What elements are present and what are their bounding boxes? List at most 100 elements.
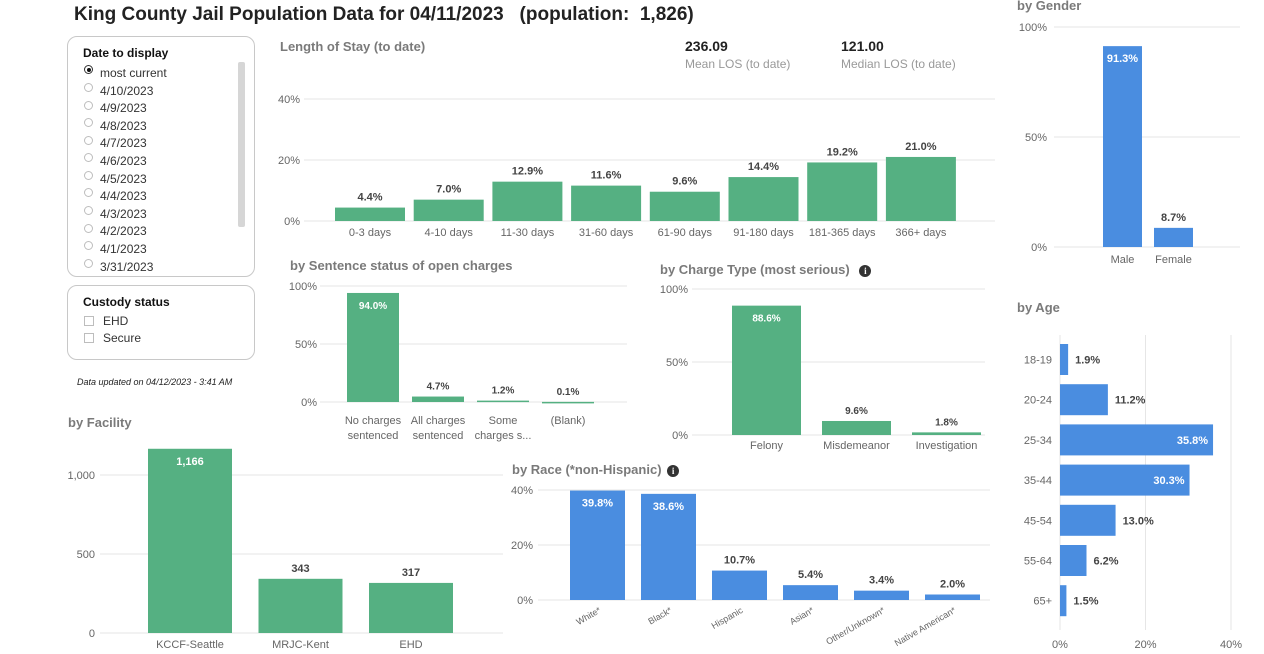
info-icon[interactable]: i: [667, 465, 680, 477]
sentence-category-label: (Blank): [551, 415, 586, 427]
radio-button[interactable]: [84, 65, 93, 75]
los-bar: [571, 185, 642, 221]
age-category-label: 25-34: [1024, 435, 1052, 447]
radio-button[interactable]: [84, 170, 93, 180]
radio-button[interactable]: [84, 258, 93, 268]
los-category-label: 4-10 days: [425, 227, 474, 239]
checkbox-ehd[interactable]: [84, 315, 94, 326]
los-bar: [492, 181, 563, 221]
gender-category-label: Female: [1155, 254, 1192, 266]
radio-button[interactable]: [84, 223, 93, 233]
sentence-data-label: 94.0%: [359, 301, 387, 312]
date-option[interactable]: 4/1/2023: [84, 241, 167, 259]
facility-category-label: MRJC-Kent: [272, 639, 329, 651]
mean-los-value: 236.09: [685, 38, 728, 54]
gender-data-label: 8.7%: [1161, 212, 1186, 224]
gender-data-label: 91.3%: [1107, 53, 1138, 65]
race-data-label: 5.4%: [798, 569, 823, 581]
race-chart-title: by Race (*non-Hispanic) i: [512, 462, 680, 477]
sentence-y-tick-label: 50%: [295, 339, 317, 351]
date-option[interactable]: 3/31/2023: [84, 258, 167, 277]
sentence-bar: [347, 292, 399, 402]
age-bar: [1060, 384, 1108, 416]
custody-option-ehd[interactable]: EHD: [84, 313, 128, 331]
date-option[interactable]: 4/9/2023: [84, 100, 167, 118]
facility-y-tick-label: 1,000: [67, 470, 95, 482]
date-option-label: 4/3/2023: [100, 206, 147, 221]
los-bar: [885, 156, 956, 221]
facility-data-label: 343: [291, 563, 309, 575]
race-y-tick-label: 20%: [511, 540, 533, 552]
date-option[interactable]: 4/5/2023: [84, 170, 167, 189]
gender-category-label: Male: [1111, 254, 1135, 266]
race-data-label: 39.8%: [582, 498, 613, 510]
age-data-label: 6.2%: [1094, 556, 1119, 568]
date-option-label: 4/5/2023: [100, 171, 147, 186]
charge-category-label: Investigation: [916, 440, 978, 452]
age-data-label: 35.8%: [1177, 435, 1208, 447]
date-option[interactable]: 4/2/2023: [84, 223, 167, 241]
gender-bar: [1154, 227, 1193, 247]
charge-bar: [912, 432, 981, 435]
race-category-label: White*: [575, 605, 603, 627]
charge-data-label: 1.8%: [935, 417, 958, 428]
date-option-label: 4/1/2023: [100, 241, 147, 256]
age-bar: [1060, 585, 1067, 617]
radio-button[interactable]: [84, 82, 93, 92]
los-category-label: 11-30 days: [501, 227, 555, 239]
date-option-label: 4/10/2023: [100, 83, 154, 98]
radio-button[interactable]: [84, 135, 93, 145]
race-bar: [925, 594, 980, 600]
los-category-label: 31-60 days: [579, 227, 634, 239]
facility-data-label: 1,166: [176, 456, 204, 468]
date-option-label: 4/8/2023: [100, 118, 147, 133]
date-slicer-heading: Date to display: [83, 46, 169, 60]
date-option[interactable]: 4/8/2023: [84, 118, 167, 136]
gender-y-tick-label: 0%: [1031, 242, 1047, 254]
checkbox-secure[interactable]: [84, 332, 94, 343]
sentence-chart-title: by Sentence status of open charges: [290, 258, 513, 273]
facility-bar: [148, 448, 232, 633]
race-category-label: Native American*: [893, 605, 958, 648]
race-category-label: Hispanic: [710, 605, 745, 631]
date-slicer-scrollbar[interactable]: [238, 62, 245, 227]
custody-slicer: Custody status EHD Secure: [67, 285, 255, 360]
info-icon[interactable]: i: [859, 265, 872, 277]
charge-bar: [822, 420, 891, 435]
radio-button[interactable]: [84, 153, 93, 163]
sentence-bar: [477, 400, 529, 403]
date-option[interactable]: 4/3/2023: [84, 206, 167, 224]
date-option[interactable]: 4/10/2023: [84, 82, 167, 101]
age-category-label: 20-24: [1024, 395, 1052, 407]
age-data-label: 1.5%: [1073, 596, 1098, 608]
radio-button[interactable]: [84, 188, 93, 198]
gender-y-tick-label: 100%: [1019, 22, 1047, 34]
sentence-data-label: 1.2%: [492, 386, 515, 397]
los-data-label: 21.0%: [905, 141, 936, 153]
date-slicer: Date to display most current 4/10/2023 4/9…: [67, 36, 255, 277]
facility-category-label: KCCF-Seattle: [156, 639, 224, 651]
date-option[interactable]: 4/6/2023: [84, 153, 167, 171]
charge-y-tick-label: 100%: [660, 284, 688, 296]
radio-button[interactable]: [84, 206, 93, 216]
radio-button[interactable]: [84, 100, 93, 110]
race-bar: [712, 570, 767, 600]
data-updated-note: Data updated on 04/12/2023 - 3:41 AM: [77, 377, 233, 387]
custody-slicer-heading: Custody status: [83, 295, 170, 309]
los-bar: [335, 207, 405, 221]
facility-y-tick-label: 0: [89, 628, 95, 640]
date-option[interactable]: most current: [84, 65, 167, 83]
los-y-tick-label: 20%: [278, 155, 300, 167]
sentence-data-label: 4.7%: [427, 382, 450, 393]
los-data-label: 19.2%: [827, 146, 858, 158]
radio-button[interactable]: [84, 241, 93, 251]
race-category-label: Asian*: [788, 605, 816, 627]
date-option[interactable]: 4/7/2023: [84, 135, 167, 153]
date-option-label: 4/4/2023: [100, 189, 147, 204]
custody-option-secure[interactable]: Secure: [84, 330, 141, 348]
date-option[interactable]: 4/4/2023: [84, 188, 167, 206]
los-bar: [649, 191, 720, 221]
date-option-label: 4/2/2023: [100, 224, 147, 239]
radio-button[interactable]: [84, 118, 93, 128]
